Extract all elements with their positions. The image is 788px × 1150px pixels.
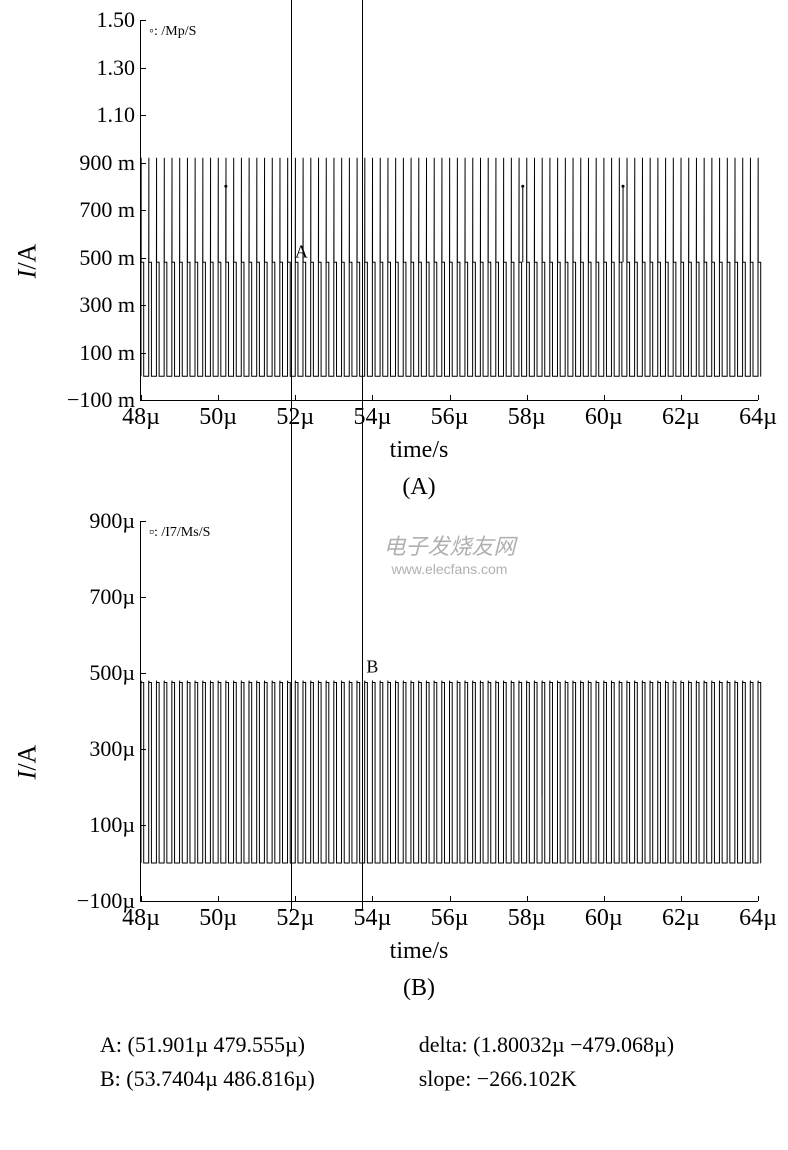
- ytick: 300µ: [89, 736, 141, 762]
- xtick: 54µ: [353, 901, 391, 932]
- xtick: 52µ: [276, 901, 314, 932]
- ytick: 1.50: [97, 7, 142, 33]
- xtick: 54µ: [353, 400, 391, 431]
- cursor-slope-value: slope: −266.102K: [419, 1066, 728, 1092]
- ytick: 100 m: [79, 340, 141, 366]
- xtick: 56µ: [431, 400, 469, 431]
- xtick: 60µ: [585, 400, 623, 431]
- xtick: 50µ: [199, 901, 237, 932]
- ytick: 500 m: [79, 245, 141, 271]
- chart-b-ylabel: I/A: [12, 744, 42, 779]
- xtick: 48µ: [122, 400, 160, 431]
- cursor-line: [291, 0, 292, 911]
- cursor-mark: B: [366, 656, 378, 677]
- xtick: 56µ: [431, 901, 469, 932]
- cursor-line: [362, 0, 363, 911]
- ytick: 900 m: [79, 150, 141, 176]
- chart-b-sublabel: (B): [80, 975, 758, 1002]
- cursor-mark: A: [295, 241, 308, 262]
- cursor-readout: A: (51.901µ 479.555µ) delta: (1.80032µ −…: [100, 1032, 728, 1092]
- cursor-b-value: B: (53.7404µ 486.816µ): [100, 1066, 369, 1092]
- cursor-delta-value: delta: (1.80032µ −479.068µ): [419, 1032, 728, 1058]
- chart-a-ylabel: I/A: [12, 243, 42, 278]
- chart-a: I/A ◦: /Mp/S −100 m100 m300 m500 m700 m9…: [80, 20, 758, 501]
- xtick: 50µ: [199, 400, 237, 431]
- chart-b: I/A ▫: /I7/Ms/S 电子发烧友网 www.elecfans.com …: [80, 521, 758, 1002]
- xtick: 58µ: [508, 901, 546, 932]
- ytick: 500µ: [89, 660, 141, 686]
- chart-b-plot: ▫: /I7/Ms/S 电子发烧友网 www.elecfans.com −100…: [140, 521, 758, 902]
- ytick: 700 m: [79, 197, 141, 223]
- chart-a-xlabel: time/s: [80, 437, 758, 464]
- cursor-a-value: A: (51.901µ 479.555µ): [100, 1032, 369, 1058]
- chart-b-xlabel: time/s: [80, 938, 758, 965]
- xtick: 62µ: [662, 400, 700, 431]
- ytick: 300 m: [79, 292, 141, 318]
- xtick: 64µ: [739, 901, 777, 932]
- xtick: 64µ: [739, 400, 777, 431]
- ytick: 900µ: [89, 508, 141, 534]
- chart-a-plot: ◦: /Mp/S −100 m100 m300 m500 m700 m900 m…: [140, 20, 758, 401]
- xtick: 58µ: [508, 400, 546, 431]
- xtick: 48µ: [122, 901, 160, 932]
- ytick: 700µ: [89, 584, 141, 610]
- xtick: 52µ: [276, 400, 314, 431]
- ytick: 1.10: [97, 102, 142, 128]
- ytick: 1.30: [97, 55, 142, 81]
- xtick: 62µ: [662, 901, 700, 932]
- xtick: 60µ: [585, 901, 623, 932]
- ytick: 100µ: [89, 812, 141, 838]
- chart-a-sublabel: (A): [80, 474, 758, 501]
